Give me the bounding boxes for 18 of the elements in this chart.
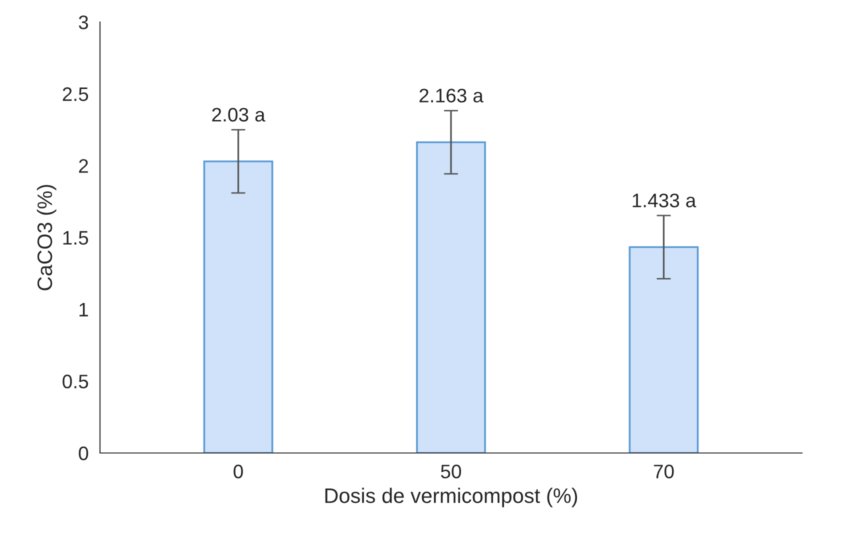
y-tick-label: 0 xyxy=(78,446,88,460)
y-axis-title: CaCO3 (%) xyxy=(36,184,56,290)
x-axis-title: Dosis de vermicompost (%) xyxy=(325,488,578,508)
x-tick-label: 50 xyxy=(440,464,462,478)
y-tick-label: 2 xyxy=(79,159,88,173)
data-label: 1.433 a xyxy=(632,194,696,208)
y-tick-label: 2.5 xyxy=(62,87,88,102)
data-label: 2.163 a xyxy=(420,88,484,102)
data-label: 2.03 a xyxy=(212,108,266,122)
x-tick-label: 70 xyxy=(654,464,674,478)
bar xyxy=(203,160,274,453)
y-tick-label: 0.5 xyxy=(62,374,88,388)
x-tick-label: 0 xyxy=(234,464,243,478)
y-tick-label: 1.5 xyxy=(63,231,88,245)
bar xyxy=(628,246,699,453)
y-tick-label: 3 xyxy=(78,15,88,30)
y-tick-label: 1 xyxy=(80,303,88,316)
bar xyxy=(416,141,486,453)
